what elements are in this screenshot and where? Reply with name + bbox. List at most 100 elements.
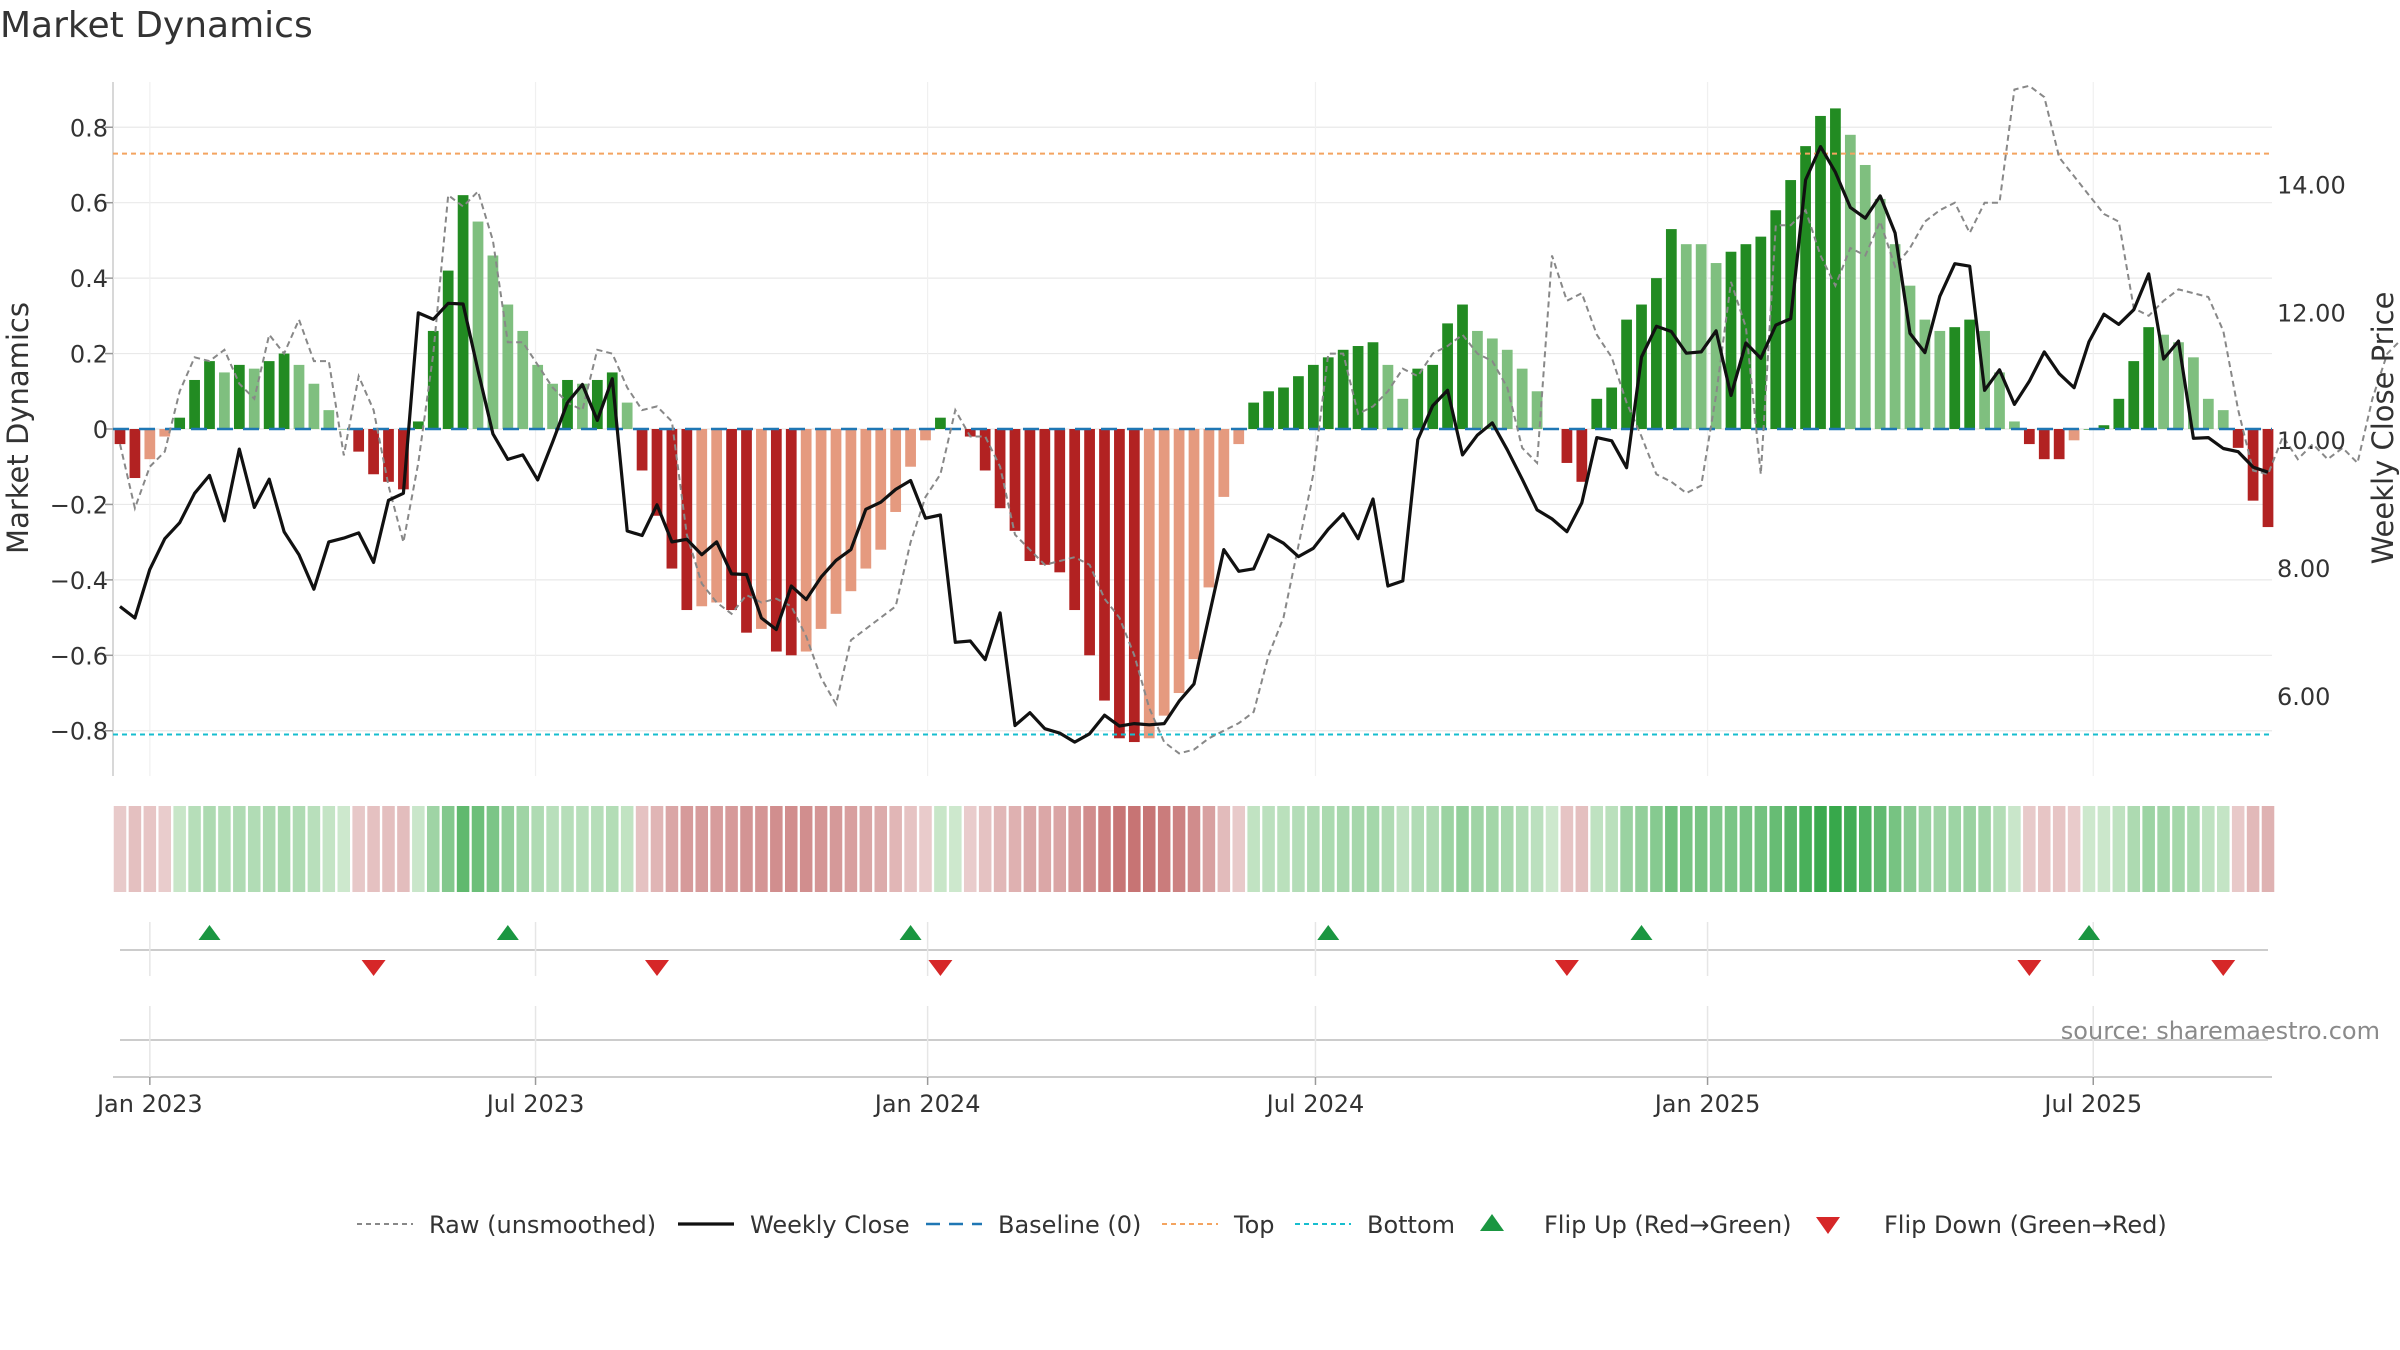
- bar: [1859, 164, 1871, 429]
- bar: [293, 364, 305, 429]
- regime-cell: [2187, 806, 2200, 892]
- bar: [1248, 402, 1260, 429]
- bar: [770, 429, 782, 652]
- regime-cell: [2008, 806, 2021, 892]
- bar: [263, 361, 275, 429]
- tick-label-left: 0.6: [70, 190, 108, 218]
- regime-cell: [1202, 806, 1216, 892]
- regime-cell: [1635, 806, 1648, 892]
- regime-cell: [128, 806, 142, 892]
- bar: [1084, 429, 1095, 656]
- regime-cell: [1918, 806, 1932, 892]
- bar: [905, 429, 916, 467]
- regime-cell: [2067, 806, 2081, 892]
- bar: [2217, 410, 2229, 429]
- regime-cell: [1620, 806, 1633, 892]
- regime-cell: [456, 806, 470, 892]
- regime-cell: [770, 806, 783, 892]
- bar: [1352, 346, 1364, 429]
- regime-cell: [2172, 806, 2185, 892]
- legend-label: Bottom: [1367, 1211, 1455, 1239]
- regime-cell: [2023, 806, 2036, 892]
- bar: [1576, 429, 1588, 482]
- regime-cell: [1650, 806, 1663, 892]
- bar: [1024, 429, 1036, 562]
- regime-cell: [1799, 806, 1812, 892]
- regime-cell: [1500, 806, 1514, 892]
- legend-item: Weekly Close: [678, 1211, 910, 1239]
- regime-cell: [1247, 806, 1260, 892]
- bar: [1665, 229, 1677, 429]
- regime-cell: [1426, 806, 1439, 892]
- bar: [756, 429, 767, 629]
- flip-up-marker: [198, 925, 221, 940]
- bar: [1307, 364, 1319, 429]
- bar: [2113, 398, 2125, 429]
- tick-label-right: 12.00: [2277, 299, 2346, 327]
- bar: [1770, 210, 1782, 429]
- regime-cell: [1217, 806, 1231, 892]
- regime-cell: [1769, 806, 1783, 892]
- bar: [1472, 330, 1483, 429]
- regime-cell: [665, 806, 679, 892]
- bar: [815, 429, 827, 629]
- bar: [606, 372, 618, 429]
- x-axis-ticks: Jan 2023 Jul 2023 Jan 2024 Jul 2024 Jan 2025…: [95, 1077, 2142, 1118]
- bar: [696, 429, 708, 607]
- tick-label-right: 8.00: [2277, 555, 2330, 583]
- bar: [174, 417, 186, 429]
- bar: [2023, 429, 2035, 445]
- regime-cell: [352, 806, 365, 892]
- tick-label-right: 14.00: [2277, 171, 2346, 199]
- tick-label-x: Jan 2025: [1653, 1090, 1761, 1118]
- right-axis-ticks: 14.00 12.00 10.00 8.00 6.00: [2277, 171, 2346, 711]
- regime-cell: [1441, 806, 1454, 892]
- regime-cell: [2052, 806, 2066, 892]
- regime-cell: [1187, 806, 1201, 892]
- bar: [621, 402, 633, 429]
- tick-label-left: 0.8: [70, 114, 108, 142]
- tick-label-left: −0.8: [50, 718, 108, 746]
- right-axis-label: Weekly Close Price: [2366, 292, 2400, 565]
- bar: [1427, 364, 1439, 429]
- tick-label-left: 0.2: [70, 341, 108, 369]
- legend: Raw (unsmoothed) Weekly Close Baseline (0)…: [357, 1211, 2167, 1239]
- flip-up-marker: [2078, 925, 2100, 940]
- bar: [1740, 244, 1752, 429]
- bar: [1904, 285, 1916, 429]
- regime-cell: [158, 806, 172, 892]
- bar: [1203, 429, 1215, 588]
- regime-cell: [1471, 806, 1484, 892]
- regime-cell: [949, 806, 962, 892]
- bar: [338, 429, 350, 430]
- bar: [636, 429, 648, 471]
- bar: [726, 429, 737, 611]
- regime-cell: [1262, 806, 1275, 892]
- bar: [830, 429, 842, 614]
- bar: [741, 429, 752, 633]
- regime-cell: [620, 806, 634, 892]
- regime-cell: [1993, 806, 2006, 892]
- legend-item: Bottom: [1295, 1211, 1455, 1239]
- regime-cell: [889, 806, 902, 892]
- bar: [1815, 115, 1826, 430]
- tick-label-left: −0.6: [50, 642, 108, 670]
- regime-cell: [1456, 806, 1469, 892]
- bar: [681, 429, 693, 611]
- regime-cell: [755, 806, 768, 892]
- bar: [1889, 244, 1901, 429]
- regime-cell: [2082, 806, 2096, 892]
- regime-cell: [1411, 806, 1425, 892]
- regime-cell: [1933, 806, 1947, 892]
- regime-cell: [784, 806, 798, 892]
- bar: [1800, 146, 1811, 429]
- bar: [1695, 244, 1707, 429]
- regime-cell: [1739, 806, 1753, 892]
- bar: [2173, 342, 2184, 429]
- bar: [785, 429, 797, 656]
- flip-down-marker: [645, 960, 669, 976]
- regime-cell: [2231, 806, 2245, 892]
- regime-cell: [963, 806, 977, 892]
- left-axis-label: Market Dynamics: [1, 302, 35, 554]
